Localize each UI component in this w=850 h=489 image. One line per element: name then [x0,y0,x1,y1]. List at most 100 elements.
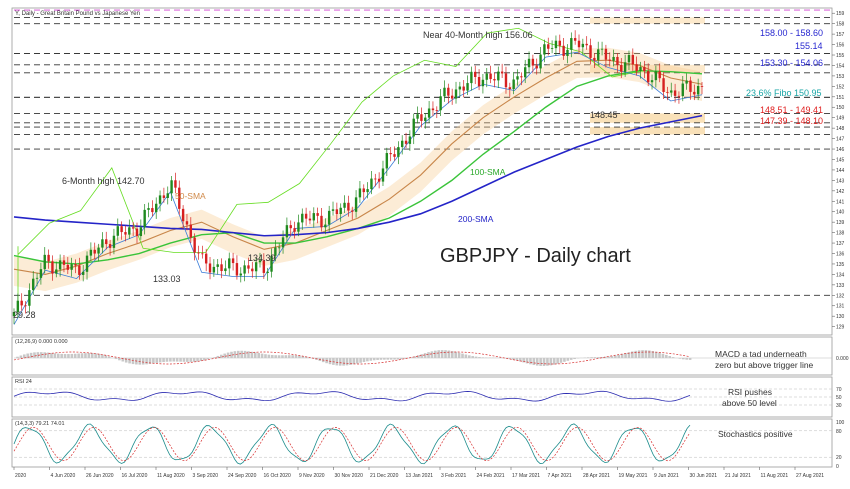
candle-body [393,154,395,157]
macd-bar [278,355,281,358]
x-tick-label: 16 Jul 2020 [122,473,148,479]
stoch-axis-label: 100 [836,420,845,426]
y-tick-label: 134 [836,272,845,278]
candle-body [512,80,514,89]
macd-bar [271,355,274,358]
candle-body [86,256,88,272]
candle-body [547,44,549,48]
candle-body [670,90,672,92]
candle-body [632,55,634,64]
candle-body [543,44,545,54]
candle-body [159,195,161,203]
candle-body [470,72,472,83]
y-tick-label: 129 [836,325,845,331]
macd-bar [179,358,182,362]
candle-body [228,258,230,268]
candle-body [90,250,92,256]
candle-body [662,78,664,92]
macd-bar [641,350,644,358]
macd-bar [543,358,546,366]
candle-body [374,179,376,180]
x-tick-label: 11 Aug 2021 [761,473,789,479]
candle-body [286,225,288,237]
candle-body [432,108,434,110]
candle-body [555,41,557,48]
candle-body [416,114,418,118]
y-tick-label: 142 [836,189,845,195]
candle-body [574,38,576,41]
macd-bar [128,358,131,363]
candle-body [174,180,176,187]
y-tick-label: 158 [836,22,845,28]
macd-bar [183,358,186,362]
y-tick-label: 144 [836,168,845,174]
candle-body [536,66,538,69]
candle-body [678,96,680,97]
candle-body [420,114,422,121]
candle-body [697,86,699,94]
zone-band-5 [590,127,705,134]
candle-body [232,258,234,263]
candle-body [336,209,338,214]
annotation-40-month-high: Near 40-Month high 156.06 [423,30,533,40]
candle-body [190,225,192,238]
candle-body [562,46,564,56]
candle-body [343,203,345,208]
macd-bar [662,354,665,358]
candle-body [120,226,122,232]
candle-body [278,247,280,248]
macd-bar [342,358,345,366]
macd-bar [240,351,243,358]
macd-bar [468,355,471,358]
macd-bar [108,357,111,358]
macd-bar [526,358,529,363]
candle-body [213,267,215,273]
candle-body [447,88,449,96]
candle-body [382,168,384,181]
macd-bar [77,354,80,358]
macd-bar [274,355,277,358]
x-tick-label: 24 Feb 2021 [477,473,505,479]
candle-body [585,44,587,45]
candle-body [436,110,438,111]
candle-body [143,210,145,227]
macd-bar [665,355,668,358]
x-tick-label: 21 Dec 2020 [370,473,399,479]
candle-body [643,67,645,71]
annotation-6-month-high: 6-Month high 142.70 [62,176,145,186]
candle-body [528,59,530,67]
macd-bar [172,358,175,362]
candle-body [78,266,80,275]
stoch-axis-label: 20 [836,455,842,461]
macd-bar [356,358,359,364]
macd-note-line2: zero but above trigger line [715,360,814,370]
candle-body [266,272,268,273]
macd-bar [560,358,563,363]
x-tick-label: 24 Sep 2020 [228,473,257,479]
x-tick-label: 16 Oct 2020 [264,473,291,479]
level-label-fibo: 23.6% Fibo 150.95 [746,88,822,98]
candle-body [647,71,649,82]
candle-body [101,239,103,247]
macd-bar [448,351,451,358]
candle-body [589,45,591,58]
macd-bar [478,357,481,358]
macd-bar [189,358,192,362]
candle-body [389,153,391,154]
macd-bar [638,350,641,358]
macd-bar [94,353,97,358]
macd-bar [359,358,362,363]
macd-bar [390,358,393,360]
candle-body [482,80,484,86]
y-tick-label: 138 [836,231,845,237]
macd-bar [101,355,104,358]
candle-body [282,237,284,247]
macd-bar [142,358,145,365]
x-tick-label: 9 Jun 2021 [654,473,679,479]
macd-bar [475,357,478,358]
candle-body [117,226,119,236]
candle-body [509,87,511,89]
y-tick-label: 146 [836,147,845,153]
rsi-axis-label: 30 [836,403,842,409]
macd-bar [346,358,349,365]
